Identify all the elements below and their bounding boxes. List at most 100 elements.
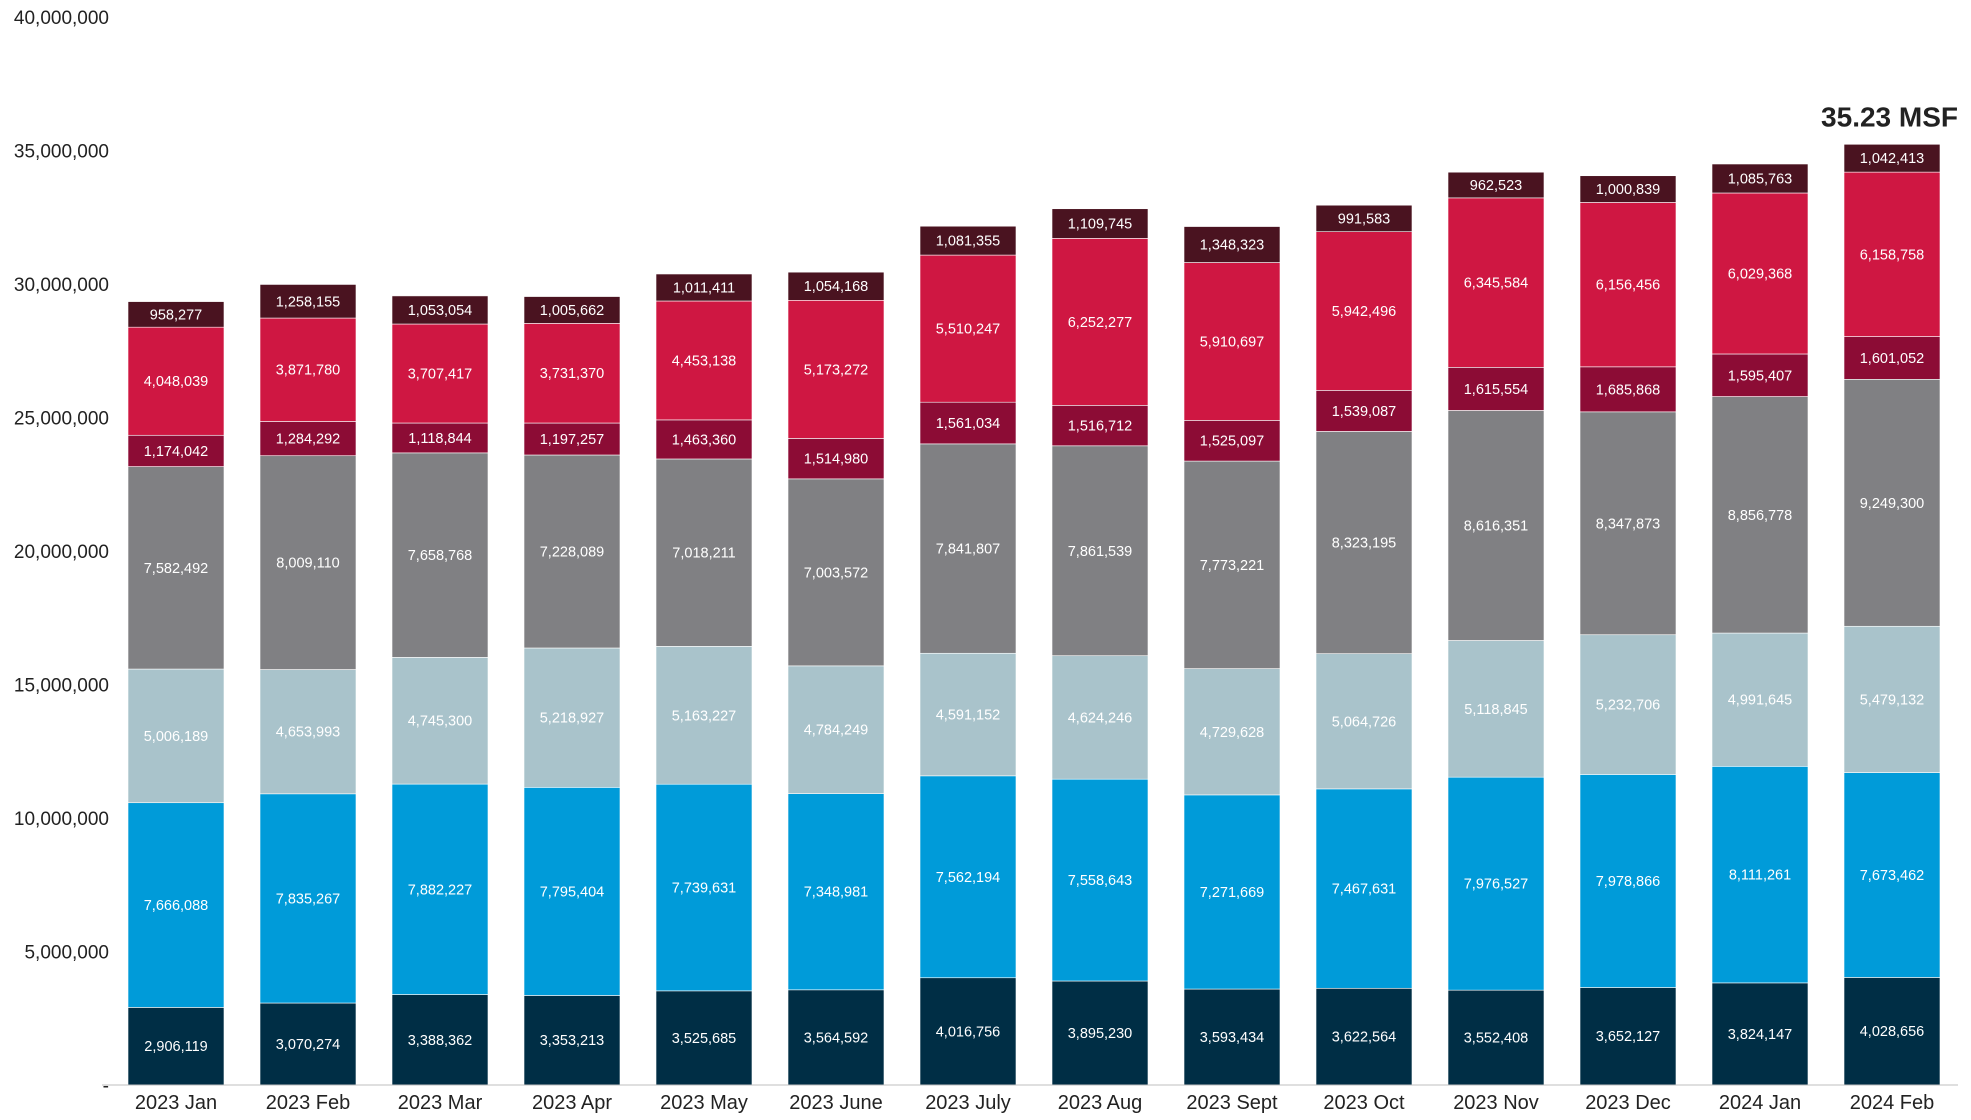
- data-label: 6,156,456: [1596, 278, 1661, 294]
- bar-segment: [127, 802, 225, 1008]
- data-label: 991,583: [1338, 211, 1390, 227]
- data-label: 5,173,272: [804, 362, 869, 378]
- bar-segment: [655, 783, 753, 992]
- bar-segment: [1843, 625, 1941, 773]
- bar-segment: [1579, 774, 1677, 988]
- bar-segment: [1711, 766, 1809, 984]
- data-label: 5,006,189: [144, 729, 209, 745]
- data-label: 1,005,662: [540, 303, 605, 319]
- data-label: 3,871,780: [276, 363, 341, 379]
- data-label: 962,523: [1470, 178, 1522, 194]
- bar-segment: [523, 296, 621, 324]
- bar-segment: [259, 669, 357, 795]
- data-label: 6,158,758: [1860, 247, 1925, 263]
- bar-stack: 3,070,274 7,835,267 4,653,993 8,009,110 1,28…: [259, 284, 357, 1086]
- data-label: 8,009,110: [276, 556, 339, 572]
- y-tick-label: 20,000,000: [14, 542, 109, 563]
- x-tick-label: 2024 Jan: [1719, 1092, 1801, 1114]
- data-label: 5,510,247: [936, 322, 1001, 338]
- bar-segment: [523, 647, 621, 788]
- bar-segment: [1447, 410, 1545, 641]
- data-label: 4,991,645: [1728, 693, 1793, 709]
- bar-segment: [523, 323, 621, 424]
- bar-segment: [1843, 772, 1941, 978]
- bar-segment: [259, 284, 357, 319]
- data-label: 7,582,492: [144, 561, 209, 577]
- x-tick-label: 2023 Nov: [1453, 1092, 1539, 1114]
- bar-segment: [391, 452, 489, 658]
- data-label: 6,029,368: [1728, 266, 1793, 282]
- data-label: 1,463,360: [672, 432, 737, 448]
- y-tick-label: -: [103, 1076, 109, 1097]
- bar-segment: [1447, 640, 1545, 778]
- data-label: 7,228,089: [540, 544, 605, 560]
- bar-segment: [1183, 668, 1281, 796]
- y-tick-label: 5,000,000: [24, 943, 109, 964]
- data-label: 1,197,257: [540, 432, 605, 448]
- bar-segment: [655, 646, 753, 785]
- bar-segment: [391, 657, 489, 785]
- x-tick-label: 2023 July: [925, 1092, 1011, 1114]
- data-label: 3,652,127: [1596, 1029, 1661, 1045]
- bar-segment: [1315, 390, 1413, 432]
- data-label: 5,232,706: [1596, 698, 1661, 714]
- bar-segment: [787, 478, 885, 667]
- data-label: 1,595,407: [1728, 368, 1793, 384]
- bar-segment: [1051, 445, 1149, 657]
- bar-segment: [655, 990, 753, 1086]
- y-tick-label: 40,000,000: [14, 8, 109, 29]
- bar-segment: [1711, 982, 1809, 1086]
- bar-segment: [1711, 163, 1809, 194]
- bar-segment: [127, 301, 225, 328]
- total-annotation: 35.23 MSF: [1821, 101, 1958, 132]
- data-label: 5,163,227: [672, 708, 737, 724]
- data-label: 1,284,292: [276, 432, 341, 448]
- data-label: 8,616,351: [1464, 518, 1529, 534]
- data-label: 1,118,844: [408, 431, 471, 447]
- data-label: 1,081,355: [936, 234, 1001, 250]
- data-label: 4,745,300: [408, 714, 473, 730]
- data-label: 4,048,039: [144, 374, 209, 390]
- data-label: 7,978,866: [1596, 874, 1661, 890]
- bar-segment: [1051, 405, 1149, 447]
- bar-segment: [919, 225, 1017, 256]
- data-label: 1,685,868: [1596, 382, 1661, 398]
- data-label: 4,784,249: [804, 723, 869, 739]
- bar-segment: [1051, 208, 1149, 239]
- bar-segment: [919, 401, 1017, 445]
- data-label: 1,054,168: [804, 279, 869, 295]
- data-label: 1,348,323: [1200, 238, 1265, 254]
- bar-segment: [1315, 204, 1413, 232]
- y-tick-label: 15,000,000: [14, 676, 109, 697]
- bar-segment: [1843, 143, 1941, 173]
- data-label: 5,218,927: [540, 711, 605, 727]
- bar-segment: [919, 652, 1017, 777]
- data-label: 7,018,211: [672, 546, 735, 562]
- bar-segment: [1183, 988, 1281, 1086]
- bar-segment: [127, 466, 225, 670]
- data-label: 3,564,592: [804, 1030, 869, 1046]
- bar-segment: [391, 783, 489, 995]
- data-label: 3,353,213: [540, 1033, 605, 1049]
- x-tick-label: 2023 June: [789, 1092, 882, 1114]
- data-label: 1,109,745: [1068, 217, 1133, 233]
- data-label: 2,906,119: [144, 1039, 207, 1055]
- x-tick-label: 2023 Aug: [1058, 1092, 1143, 1114]
- data-label: 3,525,685: [672, 1031, 737, 1047]
- data-label: 8,856,778: [1728, 508, 1793, 524]
- bar-stack: 3,525,685 7,739,631 5,163,227 7,018,211 1,46…: [655, 273, 753, 1086]
- bar-segment: [1447, 367, 1545, 411]
- bar-segment: [1843, 379, 1941, 627]
- bar-segment: [1711, 353, 1809, 397]
- bar-segment: [1447, 776, 1545, 991]
- x-tick-label: 2023 Dec: [1585, 1092, 1671, 1114]
- bar-segment: [127, 326, 225, 436]
- bar-stack: 3,388,362 7,882,227 4,745,300 7,658,768 1,11…: [391, 295, 489, 1086]
- data-label: 7,666,088: [144, 898, 209, 914]
- x-tick-label: 2023 Mar: [398, 1092, 483, 1114]
- bar-segment: [1183, 226, 1281, 263]
- data-label: 5,910,697: [1200, 334, 1265, 350]
- bar-stack: 3,353,213 7,795,404 5,218,927 7,228,089 1,19…: [523, 296, 621, 1086]
- data-label: 4,453,138: [672, 353, 737, 369]
